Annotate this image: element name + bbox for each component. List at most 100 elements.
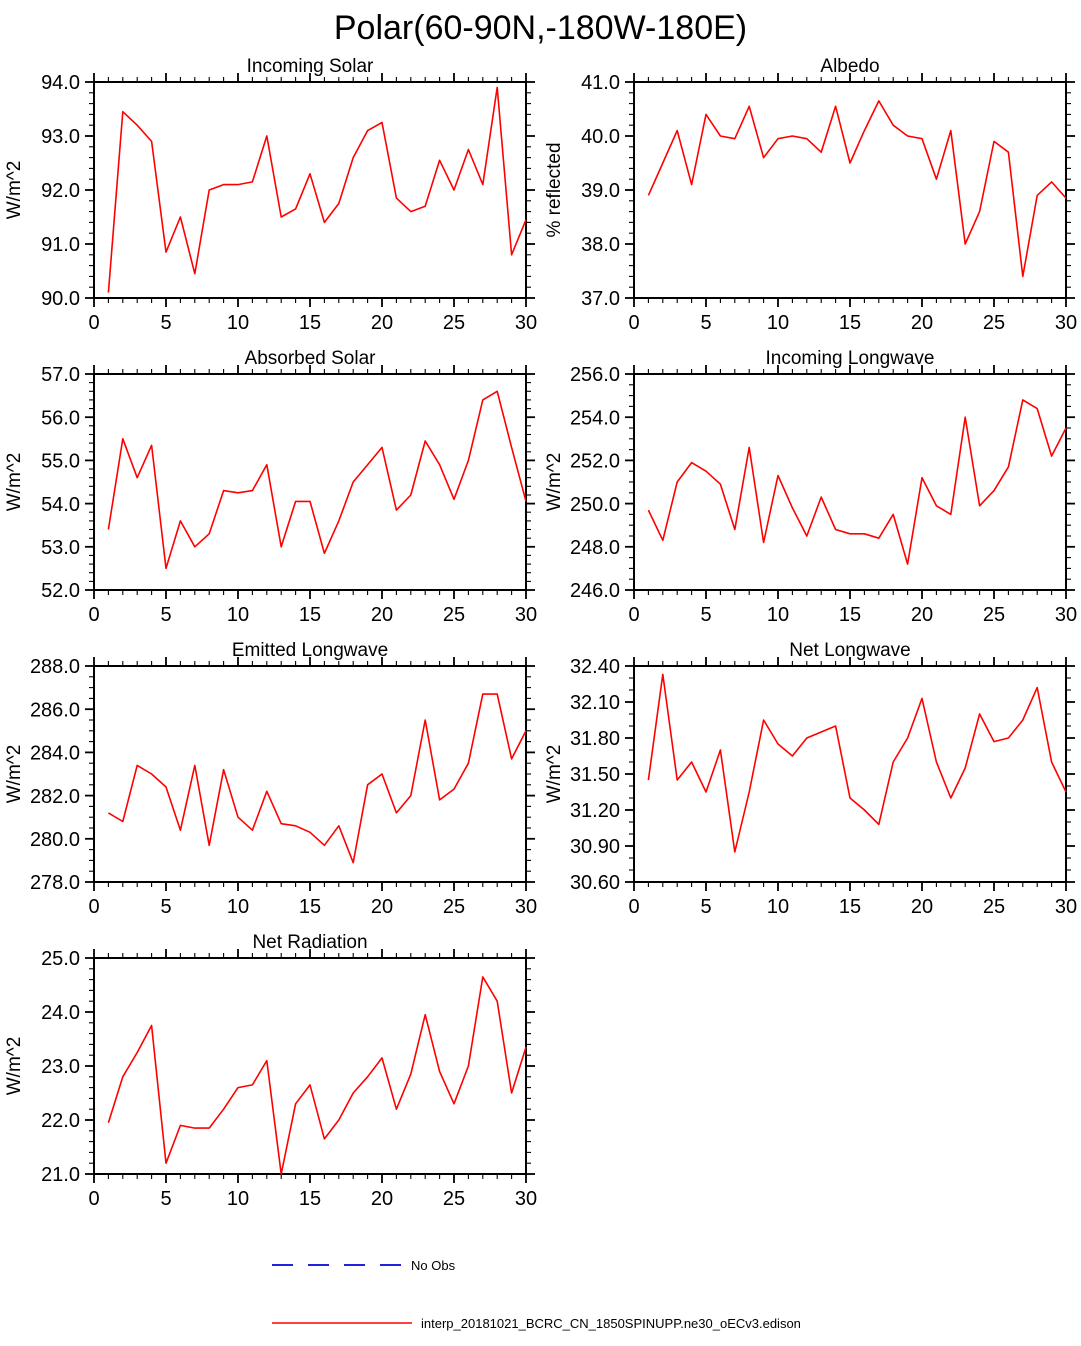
legend-row-no-obs: No Obs — [272, 1256, 1081, 1274]
svg-text:280.0: 280.0 — [30, 829, 80, 851]
svg-text:5: 5 — [700, 896, 711, 918]
svg-text:0: 0 — [88, 1188, 99, 1210]
svg-text:30: 30 — [515, 604, 537, 626]
chart-net-longwave: 0 5 10 15 20 25 30 30.60 30.90 31.20 31.50 31.80 32.… — [540, 636, 1080, 928]
svg-text:32.40: 32.40 — [570, 656, 620, 678]
svg-text:W/m^2: W/m^2 — [4, 745, 25, 804]
svg-text:Emitted Longwave: Emitted Longwave — [232, 640, 388, 661]
chart-albedo: 0 5 10 15 20 25 30 37.0 38.0 39.0 40.0 41.0 Albedo % … — [540, 52, 1080, 344]
svg-text:39.0: 39.0 — [581, 180, 620, 202]
svg-text:20: 20 — [911, 312, 933, 334]
svg-text:286.0: 286.0 — [30, 700, 80, 722]
svg-text:25: 25 — [443, 312, 465, 334]
svg-text:31.20: 31.20 — [570, 800, 620, 822]
svg-text:Albedo: Albedo — [820, 56, 879, 77]
svg-text:53.0: 53.0 — [41, 537, 80, 559]
svg-text:92.0: 92.0 — [41, 180, 80, 202]
svg-text:248.0: 248.0 — [570, 537, 620, 559]
svg-text:25: 25 — [443, 896, 465, 918]
svg-text:20: 20 — [911, 604, 933, 626]
no-obs-label: No Obs — [411, 1257, 456, 1273]
svg-text:93.0: 93.0 — [41, 126, 80, 148]
svg-text:256.0: 256.0 — [570, 364, 620, 386]
svg-text:252.0: 252.0 — [570, 451, 620, 473]
svg-text:254.0: 254.0 — [570, 408, 620, 430]
svg-text:25.0: 25.0 — [41, 948, 80, 970]
svg-text:5: 5 — [160, 1188, 171, 1210]
svg-text:30: 30 — [1055, 604, 1077, 626]
svg-text:20: 20 — [911, 896, 933, 918]
svg-text:282.0: 282.0 — [30, 786, 80, 808]
svg-text:15: 15 — [839, 604, 861, 626]
svg-text:10: 10 — [767, 312, 789, 334]
svg-text:284.0: 284.0 — [30, 743, 80, 765]
svg-text:278.0: 278.0 — [30, 872, 80, 894]
svg-text:% reflected: % reflected — [544, 143, 565, 238]
svg-text:38.0: 38.0 — [581, 234, 620, 256]
svg-text:5: 5 — [160, 312, 171, 334]
chart-incoming-solar: 0 5 10 15 20 25 30 90.0 91.0 92.0 93.0 94.0 Incoming… — [0, 52, 540, 344]
svg-text:10: 10 — [227, 896, 249, 918]
chart-incoming-longwave: 0 5 10 15 20 25 30 246.0 248.0 250.0 252.0 254.0 256… — [540, 344, 1080, 636]
svg-text:30.90: 30.90 — [570, 836, 620, 858]
empty-cell — [540, 928, 1080, 1220]
chart-emitted-longwave: 0 5 10 15 20 25 30 278.0 280.0 282.0 284.0 286.0 288… — [0, 636, 540, 928]
svg-text:20: 20 — [371, 896, 393, 918]
svg-text:0: 0 — [88, 312, 99, 334]
svg-text:10: 10 — [767, 896, 789, 918]
svg-text:288.0: 288.0 — [30, 656, 80, 678]
svg-text:15: 15 — [839, 312, 861, 334]
svg-text:30: 30 — [515, 896, 537, 918]
svg-text:15: 15 — [839, 896, 861, 918]
svg-text:20: 20 — [371, 1188, 393, 1210]
svg-text:25: 25 — [983, 604, 1005, 626]
svg-text:5: 5 — [700, 604, 711, 626]
svg-text:32.10: 32.10 — [570, 692, 620, 714]
svg-text:W/m^2: W/m^2 — [4, 1037, 25, 1096]
svg-text:30.60: 30.60 — [570, 872, 620, 894]
svg-text:10: 10 — [227, 312, 249, 334]
svg-text:54.0: 54.0 — [41, 494, 80, 516]
svg-text:30: 30 — [1055, 312, 1077, 334]
svg-text:22.0: 22.0 — [41, 1110, 80, 1132]
svg-text:W/m^2: W/m^2 — [4, 161, 25, 220]
svg-text:Incoming Longwave: Incoming Longwave — [766, 348, 935, 369]
svg-text:31.80: 31.80 — [570, 728, 620, 750]
emitted-longwave-plot: 0 5 10 15 20 25 30 278.0 280.0 282.0 284.0 286.0 288… — [4, 640, 537, 918]
page-title: Polar(60-90N,-180W-180E) — [333, 9, 748, 47]
svg-text:0: 0 — [88, 604, 99, 626]
svg-text:10: 10 — [227, 1188, 249, 1210]
svg-text:91.0: 91.0 — [41, 234, 80, 256]
chart-net-radiation: 0 5 10 15 20 25 30 21.0 22.0 23.0 24.0 25.0 Net Radi… — [0, 928, 540, 1220]
svg-text:0: 0 — [88, 896, 99, 918]
legend-row-series: interp_20181021_BCRC_CN_1850SPINUPP.ne30… — [272, 1314, 1081, 1332]
svg-text:15: 15 — [299, 312, 321, 334]
svg-text:250.0: 250.0 — [570, 494, 620, 516]
svg-text:37.0: 37.0 — [581, 288, 620, 310]
svg-text:15: 15 — [299, 1188, 321, 1210]
no-obs-dashed-line-swatch — [272, 1264, 402, 1267]
svg-text:30: 30 — [1055, 896, 1077, 918]
svg-text:57.0: 57.0 — [41, 364, 80, 386]
svg-text:Net Longwave: Net Longwave — [789, 640, 910, 661]
svg-text:15: 15 — [299, 896, 321, 918]
net-longwave-plot: 0 5 10 15 20 25 30 30.60 30.90 31.20 31.50 31.80 32.… — [544, 640, 1077, 918]
svg-text:W/m^2: W/m^2 — [544, 745, 565, 804]
svg-text:25: 25 — [983, 312, 1005, 334]
svg-text:40.0: 40.0 — [581, 126, 620, 148]
svg-text:25: 25 — [983, 896, 1005, 918]
net-radiation-plot: 0 5 10 15 20 25 30 21.0 22.0 23.0 24.0 25.0 Net Radi… — [4, 932, 537, 1210]
svg-text:Net Radiation: Net Radiation — [252, 932, 367, 953]
svg-text:41.0: 41.0 — [581, 72, 620, 94]
svg-text:52.0: 52.0 — [41, 580, 80, 602]
svg-text:56.0: 56.0 — [41, 408, 80, 430]
svg-text:15: 15 — [299, 604, 321, 626]
chart-grid: 0 5 10 15 20 25 30 90.0 91.0 92.0 93.0 94.0 Incoming… — [0, 52, 1081, 1220]
svg-text:10: 10 — [767, 604, 789, 626]
albedo-plot: 0 5 10 15 20 25 30 37.0 38.0 39.0 40.0 41.0 Albedo % … — [544, 56, 1077, 334]
incoming-longwave-plot: 0 5 10 15 20 25 30 246.0 248.0 250.0 252.0 254.0 256… — [544, 348, 1077, 626]
svg-text:5: 5 — [700, 312, 711, 334]
svg-text:21.0: 21.0 — [41, 1164, 80, 1186]
chart-absorbed-solar: 0 5 10 15 20 25 30 52.0 53.0 54.0 55.0 56.0 57.0 Abso… — [0, 344, 540, 636]
svg-text:W/m^2: W/m^2 — [4, 453, 25, 512]
